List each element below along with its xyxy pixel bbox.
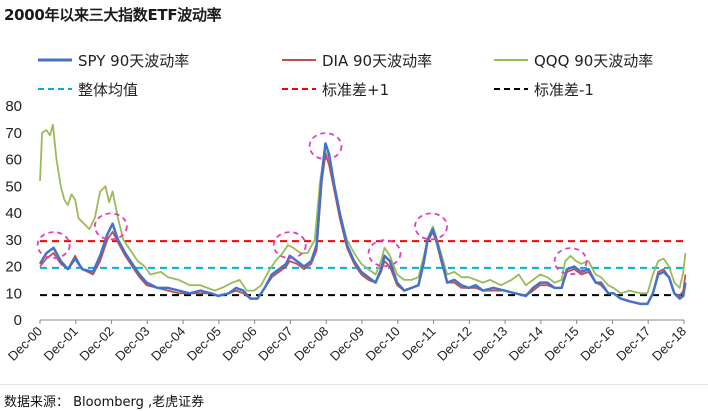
legend-label: SPY 90天波动率	[78, 52, 189, 70]
legend-label: DIA 90天波动率	[322, 52, 432, 70]
legend-label: 标准差+1	[322, 81, 389, 99]
x-tick-label: Dec-10	[363, 324, 403, 364]
x-tick-label: Dec-13	[470, 324, 510, 364]
y-tick-label: 50	[5, 178, 22, 195]
y-tick-label: 30	[5, 232, 22, 249]
highlight-ellipse	[93, 212, 128, 241]
y-tick-label: 70	[5, 125, 22, 142]
series-line	[38, 142, 687, 306]
legend-label: 整体均值	[78, 81, 138, 99]
x-tick-label: Dec-14	[506, 324, 546, 364]
x-tick-label: Dec-07	[255, 324, 295, 364]
chart-title: 2000年以来三大指数ETF波动率	[4, 6, 222, 24]
highlight-ellipse	[367, 239, 402, 268]
highlight-ellipse	[414, 212, 448, 241]
x-tick-label: Dec-17	[613, 324, 653, 364]
x-tick-label: Dec-16	[577, 324, 617, 364]
series-lines	[38, 123, 687, 306]
x-tick-label: Dec-02	[76, 324, 116, 364]
highlight-ellipse	[272, 231, 307, 260]
y-tick-label: 10	[5, 285, 22, 302]
highlight-ellipses	[36, 132, 588, 276]
x-tick-label: Dec-12	[434, 324, 474, 364]
footer-divider	[0, 384, 708, 385]
x-tick-label: Dec-08	[291, 324, 331, 364]
y-tick-label: 20	[5, 259, 22, 276]
series-line	[39, 153, 687, 305]
source-note: 数据来源： Bloomberg ,老虎证券	[4, 395, 205, 410]
highlight-ellipse	[36, 231, 71, 260]
x-tick-label: Dec-00	[5, 324, 45, 364]
chart-axes: 01020304050607080Dec-00Dec-01Dec-02Dec-0…	[5, 98, 689, 364]
highlight-ellipse	[553, 247, 588, 276]
x-tick-label: Dec-06	[220, 324, 260, 364]
x-tick-label: Dec-04	[148, 324, 188, 364]
x-tick-label: Dec-05	[184, 324, 224, 364]
x-tick-label: Dec-15	[542, 324, 582, 364]
series-line	[39, 123, 687, 295]
y-tick-label: 80	[5, 98, 22, 115]
y-tick-label: 40	[5, 205, 22, 222]
y-tick-label: 0	[14, 312, 22, 329]
x-tick-label: Dec-18	[649, 324, 689, 364]
y-tick-label: 60	[5, 152, 22, 169]
x-tick-label: Dec-01	[41, 324, 81, 364]
x-tick-label: Dec-09	[327, 324, 367, 364]
x-tick-label: Dec-03	[112, 324, 152, 364]
x-tick-label: Dec-11	[399, 324, 439, 364]
legend-label: QQQ 90天波动率	[534, 52, 653, 70]
legend-label: 标准差-1	[534, 81, 594, 99]
highlight-ellipse	[308, 132, 343, 161]
